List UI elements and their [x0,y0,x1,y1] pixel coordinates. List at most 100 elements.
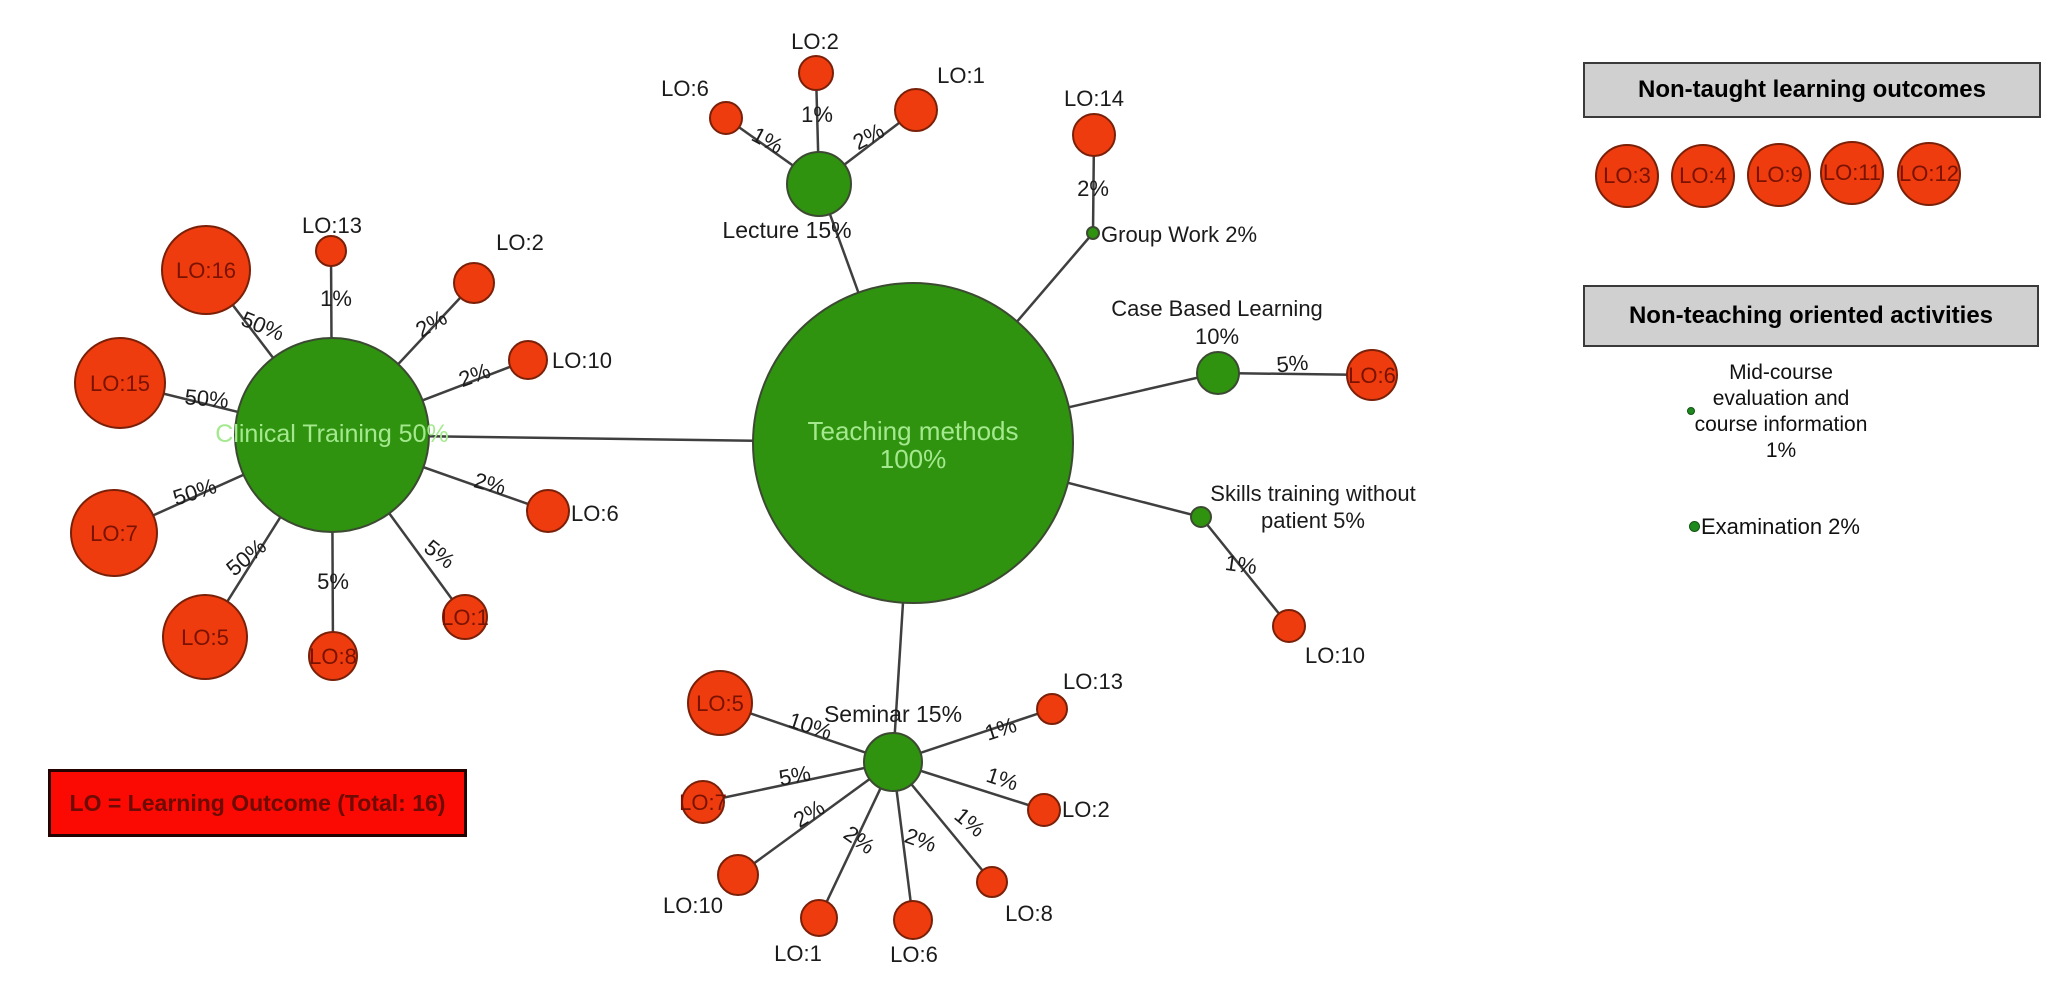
node-groupwork [1086,226,1100,240]
node-label-lecture: Lecture 15% [722,217,851,243]
edge-label-clinical-cl_lo7: 50% [170,473,220,510]
edge-label-clinical-cl_lo16: 50% [238,306,288,346]
node-clinical [234,337,430,533]
node-seminar [863,732,923,792]
midcourse-label: Mid-course evaluation and course informa… [1694,361,1868,462]
node-se_lo8 [976,866,1008,898]
node-label-se_lo1: LO:1 [774,941,822,966]
node-cl_lo15 [74,337,166,429]
node-label-se_lo6: LO:6 [890,942,938,967]
node-se_lo1 [800,899,838,937]
legend-outcome-lo12: LO:12 [1897,142,1961,206]
node-l_lo1 [894,88,938,132]
node-l_lo2 [798,55,834,91]
edge-label-lecture-l_lo6: 1% [748,122,788,159]
node-se_lo2 [1027,793,1061,827]
node-label-cbl: Case Based Learning 10% [1111,296,1323,349]
node-se_lo10 [717,854,759,896]
legend-outcome-lo3: LO:3 [1595,144,1659,208]
node-se_lo5 [687,670,753,736]
node-label-cl_lo16: LO:16 [176,258,236,283]
lo-note-text: LO = Learning Outcome (Total: 16) [69,789,446,816]
edge-label-clinical-cl_lo10: 2% [455,358,493,392]
node-label-se_lo5: LO:5 [696,691,744,716]
edge-skills-s_lo10 [1200,516,1290,627]
legend-outcome-lo9: LO:9 [1747,143,1811,207]
node-label-l_lo1: LO:1 [937,63,985,88]
node-cl_lo13 [315,235,347,267]
node-label-cl_lo15: LO:15 [90,371,150,396]
node-lecture [786,151,852,217]
edge-label-seminar-se_lo2: 1% [983,762,1021,796]
node-s_lo10 [1272,609,1306,643]
node-label-g_lo14: LO:14 [1064,86,1124,111]
legend-outcome-lo11-label: LO:11 [1822,160,1882,185]
edge-label-lecture-l_lo2: 1% [801,102,833,127]
legend-outcome-lo3-label: LO:3 [1603,163,1651,188]
node-cl_lo7 [70,489,158,577]
node-label-cl_lo1: LO:1 [441,605,489,630]
node-label-clinical: Clinical Training 50% [215,420,448,448]
edge-label-clinical-cl_lo8: 5% [317,569,349,594]
node-cl_lo2 [453,262,495,304]
node-label-seminar: Seminar 15% [824,701,962,727]
legend-non-teaching-header: Non-teaching oriented activities [1583,285,2039,347]
node-l_lo6 [709,101,743,135]
legend-outcome-lo4-label: LO:4 [1679,163,1727,188]
node-cl_lo6 [526,489,570,533]
midcourse-dot-icon [1687,407,1695,415]
node-cl_lo1 [442,594,488,640]
edge-label-clinical-cl_lo6: 2% [471,468,508,500]
node-label-cl_lo7: LO:7 [90,521,138,546]
edge-label-cbl-c_lo6: 5% [1275,350,1309,378]
examination-label: Examination 2% [1701,514,1860,539]
edge-label-clinical-cl_lo5: 50% [221,534,271,581]
node-label-l_lo2: LO:2 [791,29,839,54]
node-label-se_lo13: LO:13 [1063,669,1123,694]
node-cl_lo5 [162,594,248,680]
edge-seminar-se_lo7 [702,760,894,804]
legend-outcome-lo11: LO:11 [1820,141,1884,205]
edge-label-skills-s_lo10: 1% [1224,550,1259,579]
node-se_lo13 [1036,693,1068,725]
node-label-cl_lo2: LO:2 [496,230,544,255]
edge-label-seminar-se_lo6: 2% [901,823,939,857]
node-cl_lo10 [508,340,548,380]
edge-seminar-se_lo10 [737,760,894,877]
node-label-se_lo10: LO:10 [663,893,723,918]
edge-label-seminar-se_lo13: 1% [982,712,1020,746]
node-label-s_lo10: LO:10 [1305,643,1365,668]
node-label-l_lo6: LO:6 [661,76,709,101]
edge-label-groupwork-g_lo14: 2% [1077,176,1109,201]
legend-outcome-lo4: LO:4 [1671,144,1735,208]
legend-outcome-lo12-label: LO:12 [1899,161,1959,186]
legend-non-teaching-title: Non-teaching oriented activities [1628,302,1994,329]
node-label-cl_lo5: LO:5 [181,625,229,650]
node-g_lo14 [1072,113,1116,157]
node-label-cl_lo10: LO:10 [552,348,612,373]
node-label-se_lo7: LO:7 [679,790,727,815]
edge-label-seminar-se_lo1: 2% [839,820,879,859]
node-se_lo6 [893,900,933,940]
examination-dot-icon [1689,521,1700,532]
edge-label-clinical-cl_lo15: 50% [184,384,230,413]
node-label-cl_lo6: LO:6 [571,501,619,526]
legend-outcome-lo9-label: LO:9 [1755,162,1803,187]
legend-non-taught-header: Non-taught learning outcomes [1583,62,2041,118]
lo-note-box: LO = Learning Outcome (Total: 16) [48,769,467,837]
node-label-cl_lo13: LO:13 [302,213,362,238]
node-c_lo6 [1346,349,1398,401]
edge-label-seminar-se_lo7: 5% [777,761,813,791]
node-label-se_lo8: LO:8 [1005,901,1053,926]
edge-label-lecture-l_lo1: 2% [849,118,889,155]
node-cbl [1196,351,1240,395]
legend-non-taught-title: Non-taught learning outcomes [1638,76,1986,103]
node-label-teaching: Teaching methods 100% [807,416,1018,474]
node-cl_lo8 [308,631,358,681]
node-label-skills: Skills training without patient 5% [1210,481,1415,533]
edge-label-clinical-cl_lo13: 1% [320,286,352,311]
edge-label-clinical-cl_lo2: 2% [411,305,451,343]
edge-label-seminar-se_lo10: 2% [789,795,829,833]
